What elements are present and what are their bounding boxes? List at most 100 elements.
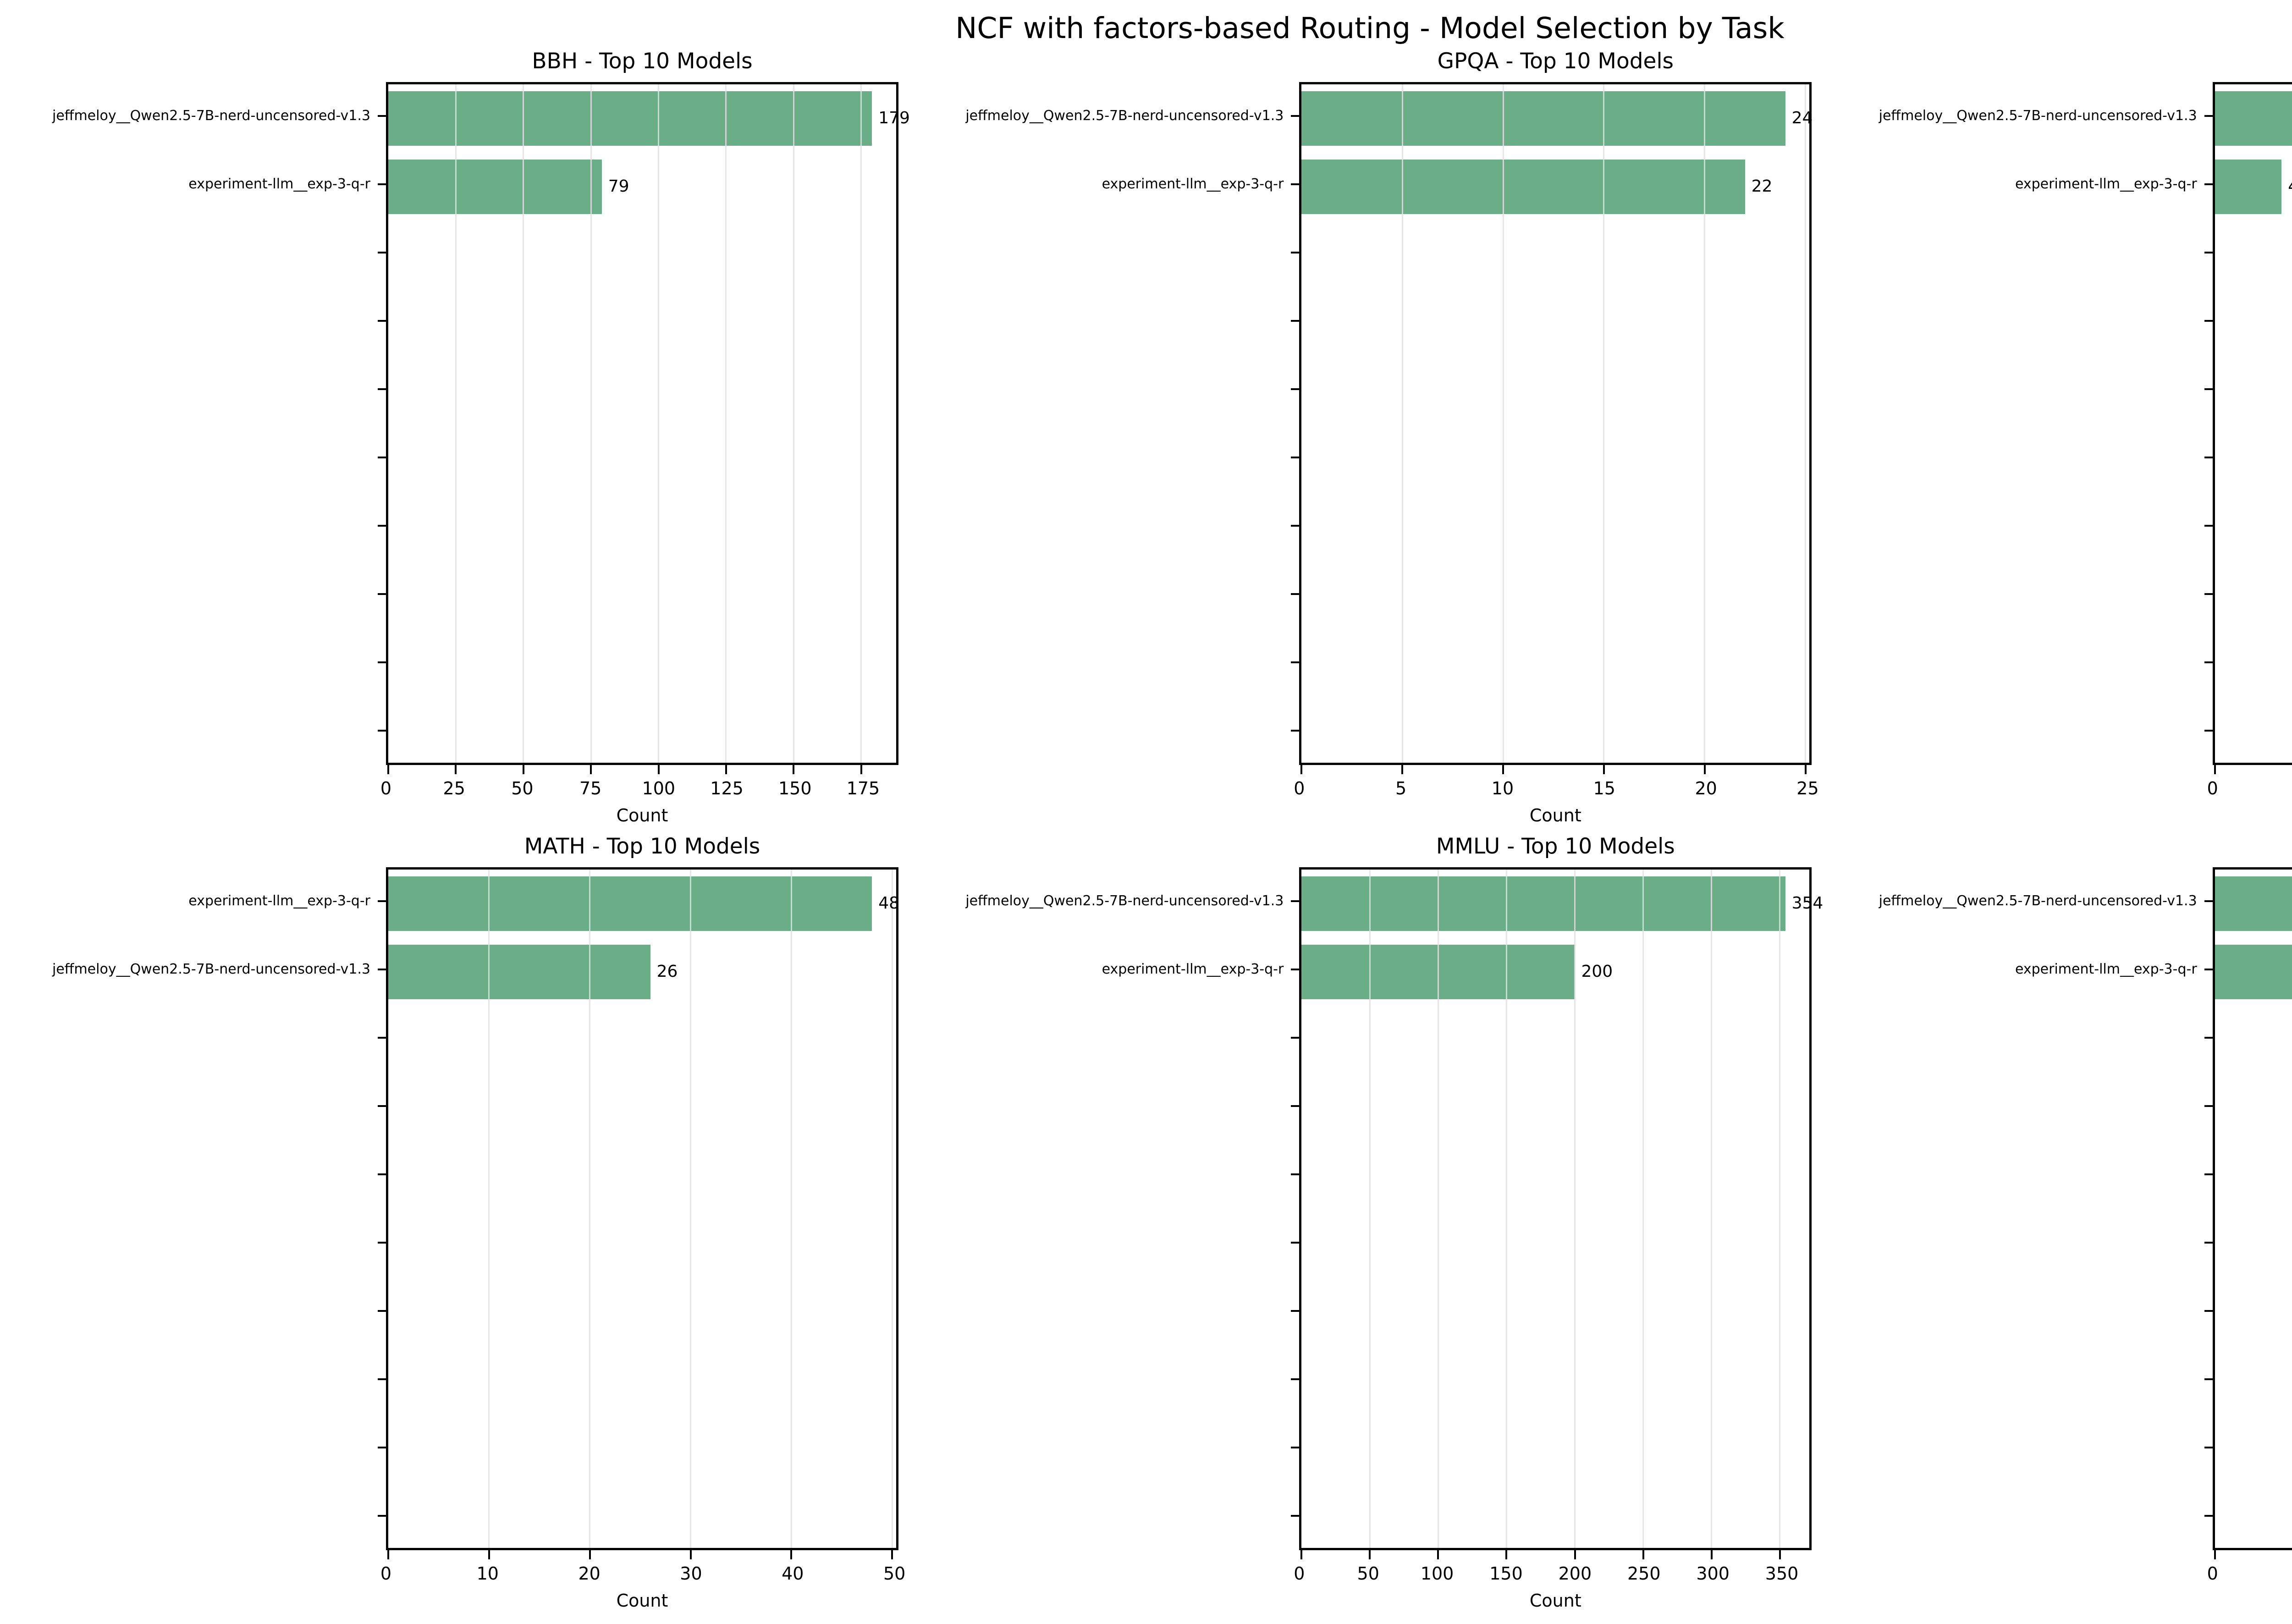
- x-tick-label: 200: [1558, 1563, 1592, 1584]
- plot-area-math: 48 26: [386, 867, 900, 1559]
- gridline: [725, 84, 727, 763]
- plot-body-bbh: jeffmeloy__Qwen2.5-7B-nerd-uncensored-v1…: [0, 82, 913, 774]
- y-category-label: jeffmeloy__Qwen2.5-7B-nerd-uncensored-v1…: [52, 961, 370, 978]
- y-category-label: experiment-llm__exp-3-q-r: [1102, 961, 1284, 978]
- y-tick-mark: [2204, 969, 2213, 971]
- gridline: [690, 869, 692, 1548]
- plot-body-math: experiment-llm__exp-3-q-r jeffmeloy__Qwen…: [0, 867, 913, 1559]
- y-axis-ifeval: jeffmeloy__Qwen2.5-7B-nerd-uncensored-v1…: [1827, 82, 2213, 765]
- y-tick-mark: [2204, 900, 2213, 903]
- y-tick-mark: [2204, 1447, 2213, 1449]
- y-tick-mark: [2204, 457, 2213, 459]
- subplot-title-musr: MUSR - Top 10 Models: [2213, 834, 2292, 859]
- y-tick-mark: [378, 1173, 386, 1176]
- bar-mmlu-0: [1301, 876, 1785, 931]
- x-tick-label: 10: [1491, 778, 1514, 798]
- subplot-bbh: BBH - Top 10 Models jeffmeloy__Qwen2.5-7B…: [0, 49, 913, 826]
- gridline: [1437, 869, 1439, 1548]
- gridline: [658, 84, 660, 763]
- bar-value-label: 22: [1751, 177, 1773, 196]
- y-tick-mark: [1291, 320, 1300, 322]
- y-tick-mark: [2204, 593, 2213, 595]
- gridline: [891, 869, 893, 1548]
- bar-musr-0: [2215, 876, 2292, 931]
- y-axis-musr: jeffmeloy__Qwen2.5-7B-nerd-uncensored-v1…: [1827, 867, 2213, 1550]
- gridline: [1704, 84, 1706, 763]
- y-tick-mark: [2204, 1173, 2213, 1176]
- gridline: [1779, 869, 1781, 1548]
- y-tick-mark: [2204, 252, 2213, 254]
- x-tick-label: 10: [476, 1563, 499, 1584]
- y-tick-mark: [1291, 388, 1300, 391]
- bar-gpqa-1: [1301, 159, 1745, 214]
- x-tick-label: 50: [1357, 1563, 1379, 1584]
- plot-area-mmlu: 354 200: [1299, 867, 1823, 1559]
- x-tick-label: 125: [710, 778, 744, 798]
- y-category-label: jeffmeloy__Qwen2.5-7B-nerd-uncensored-v1…: [52, 108, 370, 124]
- y-tick-mark: [378, 1515, 386, 1517]
- plot-area-gpqa: 24 22: [1299, 82, 1813, 774]
- x-tick-label: 250: [1627, 1563, 1661, 1584]
- x-tick-mark: [1369, 1550, 1371, 1559]
- bar-value-label: 354: [1791, 894, 1824, 913]
- y-tick-mark: [378, 252, 386, 254]
- bar-value-label: 4: [2288, 176, 2292, 197]
- gridline: [1401, 84, 1403, 763]
- bar-bbh-0: [388, 91, 872, 146]
- x-tick-mark: [2214, 765, 2216, 774]
- subplot-grid: BBH - Top 10 Models jeffmeloy__Qwen2.5-7B…: [0, 49, 2292, 1611]
- subplot-title-gpqa: GPQA - Top 10 Models: [1437, 49, 1674, 74]
- y-tick-mark: [1291, 1378, 1300, 1381]
- bar-value-label: 200: [1581, 962, 1613, 981]
- y-tick-mark: [1291, 1173, 1300, 1176]
- x-tick-labels-ifeval: 051015202530: [2207, 778, 2292, 802]
- y-axis-mmlu: jeffmeloy__Qwen2.5-7B-nerd-uncensored-v1…: [913, 867, 1300, 1550]
- x-axis-label-math: Count: [616, 1590, 668, 1611]
- y-tick-mark: [2204, 525, 2213, 527]
- x-tick-label: 350: [1765, 1563, 1799, 1584]
- x-tick-mark: [1300, 765, 1303, 774]
- x-tick-label: 150: [1489, 1563, 1523, 1584]
- gridline: [1805, 84, 1807, 763]
- y-tick-mark: [378, 1105, 386, 1107]
- y-tick-mark: [378, 1242, 386, 1244]
- bar-value-label: 48: [878, 894, 900, 913]
- y-category-label: experiment-llm__exp-3-q-r: [1102, 176, 1284, 193]
- y-tick-mark: [2204, 320, 2213, 322]
- y-tick-mark: [378, 900, 386, 903]
- y-tick-mark: [1291, 525, 1300, 527]
- y-tick-mark: [378, 1378, 386, 1381]
- x-tick-labels-bbh: 0 25 50 75 100 125 150 175: [380, 778, 898, 802]
- subplot-mmlu: MMLU - Top 10 Models jeffmeloy__Qwen2.5-7…: [913, 834, 1826, 1611]
- y-tick-mark: [1291, 252, 1300, 254]
- x-tick-mark: [1642, 1550, 1644, 1559]
- gridline: [1369, 869, 1371, 1548]
- y-tick-mark: [2204, 115, 2213, 117]
- y-tick-mark: [2204, 661, 2213, 664]
- x-tick-mark: [387, 765, 389, 774]
- gridline: [590, 84, 592, 763]
- bar-bbh-1: [388, 159, 602, 214]
- x-tick-label: 15: [1593, 778, 1615, 798]
- x-tick-mark: [689, 1550, 692, 1559]
- y-tick-mark: [378, 115, 386, 117]
- y-tick-mark: [2204, 388, 2213, 391]
- x-tick-label: 5: [1395, 778, 1407, 798]
- x-tick-mark: [589, 1550, 591, 1559]
- x-axis-label-musr: Count: [2213, 1590, 2292, 1612]
- bar-value-label: 79: [608, 177, 629, 196]
- x-tick-label: 75: [579, 778, 602, 798]
- x-tick-label: 20: [1695, 778, 1717, 798]
- y-category-label: experiment-llm__exp-3-q-r: [2015, 176, 2197, 193]
- x-tick-label: 100: [642, 778, 676, 798]
- x-tick-label: 175: [846, 778, 880, 798]
- plot-area-bbh: 179 79: [386, 82, 910, 774]
- x-tick-label: 5: [2291, 778, 2292, 799]
- x-axis-label-gpqa: Count: [1529, 805, 1581, 826]
- plot-body-musr: jeffmeloy__Qwen2.5-7B-nerd-uncensored-v1…: [1827, 867, 2292, 1559]
- y-tick-mark: [1291, 1105, 1300, 1107]
- y-tick-mark: [378, 1447, 386, 1449]
- y-category-label: jeffmeloy__Qwen2.5-7B-nerd-uncensored-v1…: [965, 108, 1284, 124]
- bar-gpqa-0: [1301, 91, 1785, 146]
